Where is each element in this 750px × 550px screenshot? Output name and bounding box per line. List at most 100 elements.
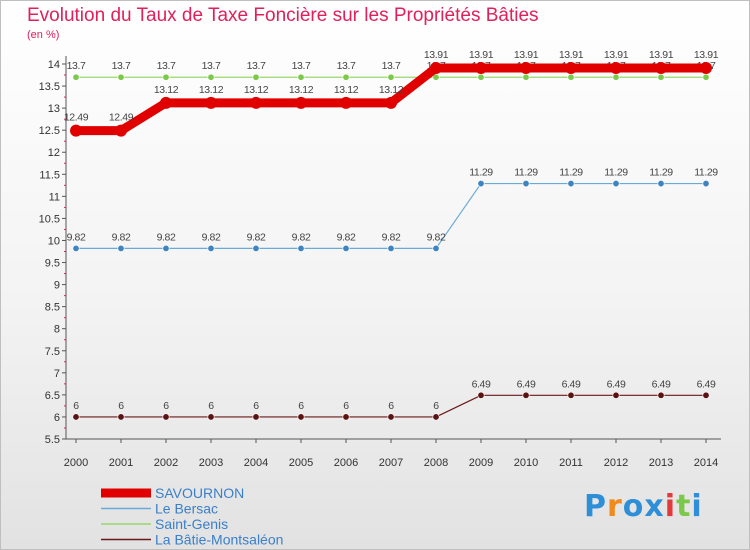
data-label: 13.7 [202, 60, 221, 72]
data-label: 6 [208, 400, 214, 412]
x-tick-label: 2006 [334, 457, 358, 469]
data-label: 13.12 [334, 84, 359, 96]
logo-letter: i [691, 489, 703, 524]
y-tick-label: 9.5 [45, 258, 60, 270]
y-tick-label: 12 [48, 147, 60, 159]
data-point [387, 73, 395, 81]
data-label: 6 [118, 400, 124, 412]
series-le-bersac: 9.82 9.82 9.82 9.82 9.82 9.82 9.82 9.82 9.82 11.2… [67, 167, 719, 252]
data-label: 11.29 [604, 167, 628, 179]
logo-letter: r [607, 489, 623, 524]
data-label: 6 [73, 400, 79, 412]
data-point [250, 96, 262, 109]
x-tick-label: 2012 [604, 457, 628, 469]
y-tick-label: 13 [48, 103, 60, 115]
data-label: 13.12 [379, 84, 404, 96]
y-tick-label: 7.5 [45, 346, 60, 358]
data-point [432, 73, 440, 81]
data-point [297, 413, 305, 421]
data-point [115, 124, 127, 137]
data-point [567, 73, 575, 81]
data-label: 6.49 [517, 378, 536, 390]
logo-letter: P [584, 489, 607, 524]
data-point [702, 180, 710, 188]
logo-letter: i [664, 489, 677, 524]
data-label: 11.29 [469, 167, 493, 179]
y-tick-label: 5.5 [45, 434, 60, 446]
data-point [342, 73, 350, 81]
x-tick-label: 2005 [289, 457, 313, 469]
data-point [657, 180, 665, 188]
data-label: 13.91 [469, 49, 494, 61]
data-label: 13.7 [157, 60, 176, 72]
data-label: 9.82 [337, 231, 356, 243]
data-point [160, 96, 172, 109]
data-point [477, 391, 485, 399]
data-point [385, 96, 397, 109]
data-label: 13.7 [382, 60, 401, 72]
data-point [252, 413, 260, 421]
data-label: 9.82 [247, 231, 266, 243]
data-point [342, 244, 350, 252]
legend-item: La Bâtie-Montsaléon [101, 532, 283, 548]
data-label: 6.49 [607, 378, 626, 390]
data-point [295, 96, 307, 109]
x-tick-label: 2004 [244, 457, 268, 469]
x-tick-label: 2007 [379, 457, 403, 469]
data-point [387, 413, 395, 421]
data-label: 13.91 [559, 49, 584, 61]
y-tick-label: 11.5 [39, 169, 60, 181]
data-label: 6 [343, 400, 349, 412]
data-label: 13.91 [649, 49, 674, 61]
data-label: 6 [253, 400, 259, 412]
y-tick-label: 10.5 [39, 213, 60, 225]
data-label: 13.7 [337, 60, 356, 72]
data-label: 9.82 [202, 231, 221, 243]
data-point [205, 96, 217, 109]
data-point [207, 244, 215, 252]
data-label: 13.12 [289, 84, 314, 96]
data-label: 6.49 [562, 378, 581, 390]
data-point [612, 180, 620, 188]
data-point [567, 180, 575, 188]
data-label: 9.82 [382, 231, 401, 243]
data-label: 6 [298, 400, 304, 412]
data-label: 13.12 [199, 84, 224, 96]
x-tick-label: 2002 [154, 457, 178, 469]
data-point [162, 73, 170, 81]
data-point [72, 413, 80, 421]
legend-item: Le Bersac [101, 501, 218, 517]
y-tick-label: 6 [54, 412, 60, 424]
data-point [432, 244, 440, 252]
y-tick-label: 12.5 [39, 125, 60, 137]
data-label: 13.7 [292, 60, 311, 72]
proxiti-logo: Proxiti [584, 489, 703, 524]
x-tick-label: 2008 [424, 457, 448, 469]
logo-letter: x [644, 489, 665, 524]
data-point [70, 124, 82, 137]
data-label: 6 [433, 400, 439, 412]
y-tick-label: 9 [54, 280, 60, 292]
x-tick-label: 2013 [649, 457, 673, 469]
series-savournon: 12.49 12.49 13.12 13.12 13.12 13.12 13.12 13.12… [64, 49, 719, 137]
data-point [702, 73, 710, 81]
legend-item: Saint-Genis [101, 516, 228, 532]
x-tick-label: 2000 [64, 457, 88, 469]
data-label: 13.7 [112, 60, 131, 72]
data-label: 6.49 [652, 378, 671, 390]
y-tick-label: 10 [48, 235, 60, 247]
series-la-b-tie-montsal-on: 6 6 6 6 6 6 6 6 6 6.49 6.49 6.49 6.49 6.49 6.49 [72, 378, 716, 421]
data-label: 9.82 [112, 231, 131, 243]
data-label: 11.29 [694, 167, 718, 179]
data-point [162, 244, 170, 252]
axes: 5.5 6 6.5 7 7.5 8 8.5 9 9.5 10 10.5 11 11.5 12 12.5 13 1… [39, 56, 721, 469]
data-point [567, 391, 575, 399]
data-point [117, 73, 125, 81]
data-point [612, 73, 620, 81]
logo-letter: t [676, 489, 692, 524]
y-tick-label: 11 [49, 191, 60, 203]
data-label: 9.82 [67, 231, 86, 243]
data-label: 6 [388, 400, 394, 412]
y-tick-label: 8.5 [45, 302, 60, 314]
